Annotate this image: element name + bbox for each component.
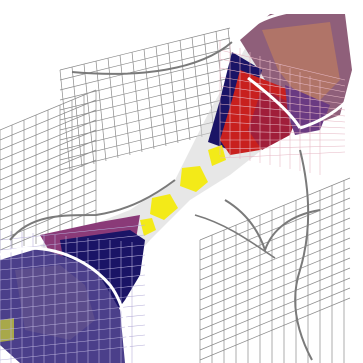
lens-arc-upper (247, 76, 302, 129)
voxel-edge (219, 112, 346, 123)
voxel-edge (0, 254, 146, 271)
voxel-edge (199, 247, 351, 311)
corner-lens-upper-warm (262, 22, 340, 110)
voxel-edge (0, 99, 97, 141)
voxel-edge (0, 284, 146, 301)
voxel-edge (143, 48, 155, 150)
voxel-grid-colored (0, 40, 346, 363)
voxel-edge (199, 297, 351, 361)
voxel-edge (219, 67, 346, 93)
voxel-edge (219, 85, 346, 105)
voxel-edge (0, 129, 97, 171)
voxel-edge (219, 76, 346, 99)
voxel-edge (0, 324, 146, 341)
yellow-cube-b (150, 194, 178, 220)
voxel-edge (0, 149, 97, 191)
voxel-edge (0, 294, 146, 311)
voxel-edge (0, 119, 97, 161)
voxel-edge (179, 39, 191, 141)
saddle-curve-right-mid (224, 199, 321, 254)
saddle-curve-right-lower (294, 149, 313, 361)
voxel-edge (219, 151, 346, 159)
voxel-edge (0, 344, 146, 361)
voxel-edge (0, 224, 146, 241)
voxel-edge (59, 69, 71, 171)
voxel-edge (219, 94, 346, 111)
saddle-curve-right-inner (194, 214, 276, 259)
voxel-edge (0, 274, 146, 291)
voxel-edge (199, 227, 351, 291)
lens-boundary-lower (0, 246, 130, 363)
voxel-edge (219, 58, 346, 87)
voxel-edge (0, 169, 97, 211)
voxel-edge (219, 121, 346, 129)
voxel-edge (199, 197, 351, 261)
voxel-edge (0, 89, 97, 131)
voxel-edge (155, 45, 167, 147)
voxel-grid-left (0, 89, 97, 251)
voxel-edge (0, 159, 97, 201)
voxel-edge (59, 47, 231, 91)
voxel-edge (219, 49, 346, 81)
voxel-edge (199, 217, 351, 281)
voxel-edge (119, 54, 131, 156)
voxel-edge (0, 189, 97, 231)
voxel-edge (0, 109, 97, 151)
yellow-cube-a (180, 166, 208, 192)
voxel-edge (95, 60, 107, 162)
yellow-cube-c (140, 218, 156, 236)
voxel-edge (199, 207, 351, 271)
voxel-edge (71, 66, 83, 168)
saddle-curves (0, 8, 354, 363)
voxel-edge (199, 177, 351, 241)
voxel-edge (199, 267, 351, 331)
voxel-edge (0, 334, 146, 351)
voxel-edge (219, 145, 346, 150)
voxel-edge (0, 264, 146, 281)
voxel-edge (0, 314, 146, 331)
voxel-edge (0, 209, 97, 251)
voxel-edge (219, 103, 346, 117)
voxel-edge (0, 139, 97, 181)
voxel-edge (199, 237, 351, 301)
voxel-edge (199, 257, 351, 321)
voxel-edge (167, 42, 179, 144)
voxel-edge (0, 244, 146, 261)
center-yellow-link (140, 166, 208, 236)
saddle-curve-left (9, 179, 176, 241)
voxel-edge (199, 187, 351, 251)
saddle-curve-top (71, 41, 233, 75)
voxel-edge (219, 130, 346, 135)
voxel-edge (83, 63, 95, 165)
yellow-cubes-upper (208, 145, 226, 166)
olive-cube-corner (0, 318, 14, 342)
voxel-edge (131, 51, 143, 153)
voxel-edge (0, 179, 97, 221)
lens-boundary-upper (230, 8, 354, 130)
voxel-edge (59, 27, 231, 71)
voxel-edge (191, 36, 203, 138)
voxel-edge (199, 287, 351, 351)
voxel-edge (199, 277, 351, 341)
